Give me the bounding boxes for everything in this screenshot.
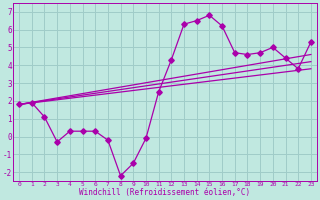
X-axis label: Windchill (Refroidissement éolien,°C): Windchill (Refroidissement éolien,°C) bbox=[79, 188, 251, 197]
